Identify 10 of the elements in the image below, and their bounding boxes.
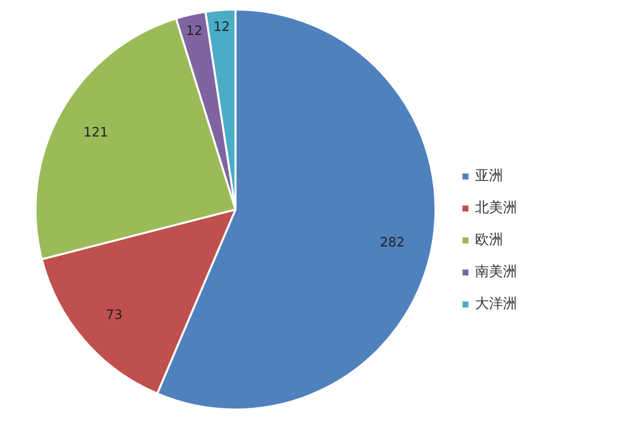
data-label: 12 — [186, 24, 203, 40]
data-label: 282 — [380, 235, 405, 250]
legend-label: 大洋洲 — [475, 295, 517, 313]
legend-label: 南美洲 — [475, 263, 517, 281]
legend-label: 欧洲 — [475, 231, 503, 249]
data-label: 73 — [106, 308, 122, 323]
data-label: 121 — [83, 126, 108, 141]
legend-label: 亚洲 — [475, 167, 503, 185]
data-label: 12 — [213, 20, 230, 36]
legend-label: 北美洲 — [475, 199, 517, 217]
